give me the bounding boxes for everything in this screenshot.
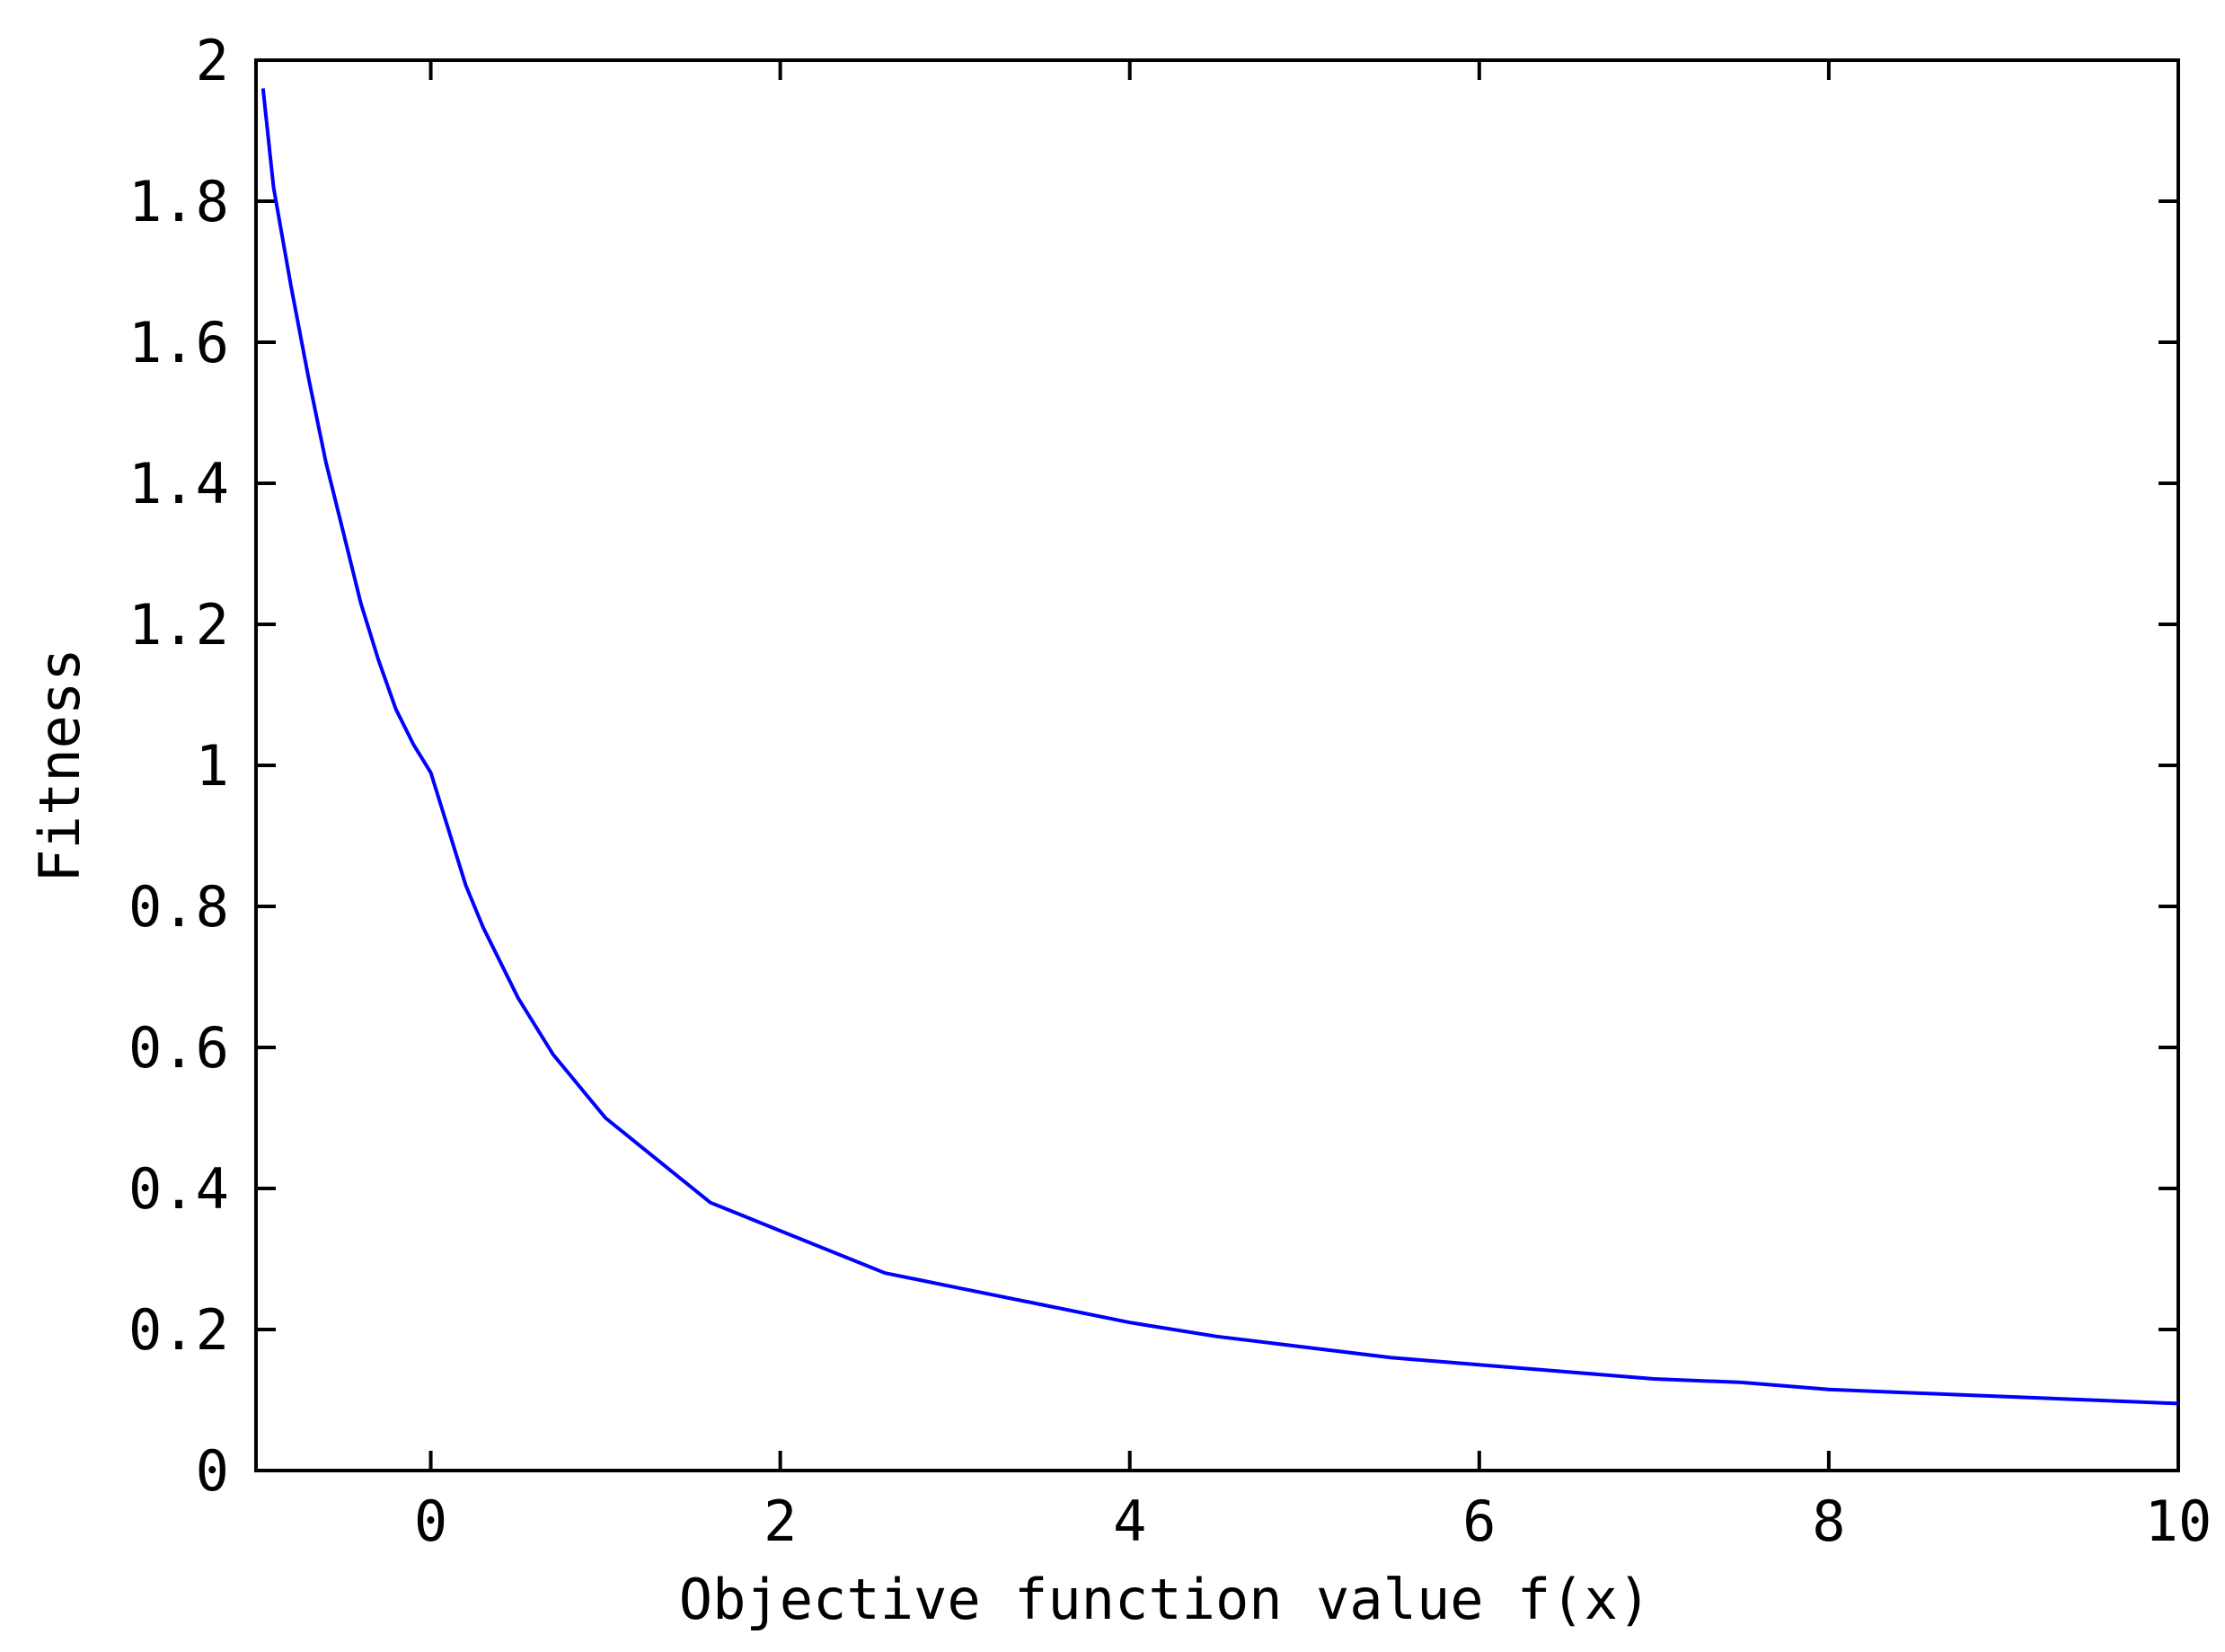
x-tick-label: 2 [764,1489,797,1554]
plot-frame [254,58,2180,1472]
y-tick-label: 1.6 [128,310,229,375]
x-tick-label: 4 [1113,1489,1146,1554]
y-tick-label: 1.8 [128,169,229,234]
y-tick-label: 0 [196,1438,229,1504]
y-tick-label: 2 [196,28,229,93]
series-group [260,88,2179,1406]
x-tick-label: 6 [1462,1489,1496,1554]
x-axis-label: Objective function value f(x) [679,1567,1652,1632]
x-tick-label: 8 [1812,1489,1845,1554]
series-line [260,88,2179,1406]
y-tick-label: 0.4 [128,1156,229,1222]
y-axis-label: Fitness [27,648,93,882]
y-tick-label: 0.6 [128,1015,229,1081]
y-tick-label: 0.2 [128,1297,229,1363]
x-tick-label: 10 [2145,1489,2212,1554]
y-tick-label: 0.8 [128,874,229,940]
x-tick-label: 0 [414,1489,447,1554]
y-tick-label: 1.4 [128,451,229,517]
tick-marks [256,58,2180,1472]
tick-labels: 0 2 4 6 8 10 0 0.2 0.4 0.6 0.8 1 1.2 1.4 1.6 1.8 2 [128,28,2212,1554]
y-tick-label: 1 [196,733,229,799]
y-tick-label: 1.2 [128,592,229,658]
